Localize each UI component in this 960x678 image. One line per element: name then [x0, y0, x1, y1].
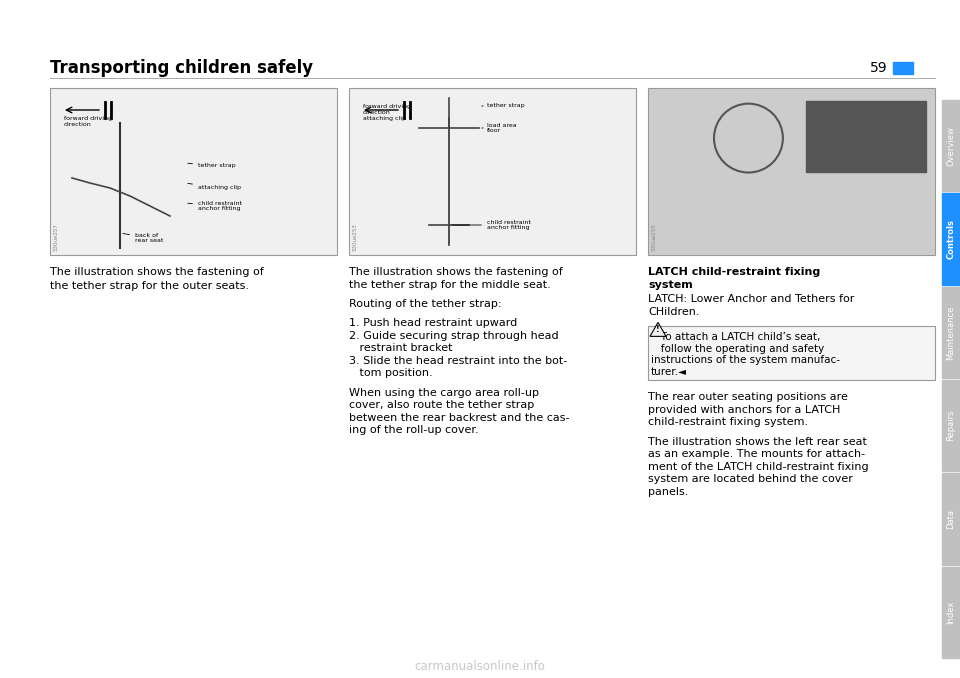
- Text: 1. Push head restraint upward: 1. Push head restraint upward: [349, 318, 517, 328]
- Text: child restraint
anchor fitting: child restraint anchor fitting: [188, 201, 242, 212]
- Bar: [942, 380, 960, 471]
- Bar: [942, 193, 960, 285]
- Text: provided with anchors for a LATCH: provided with anchors for a LATCH: [648, 405, 840, 415]
- Text: 2. Guide securing strap through head: 2. Guide securing strap through head: [349, 331, 559, 341]
- Text: 530ue255: 530ue255: [652, 223, 657, 251]
- Bar: [50, 88, 337, 255]
- Text: ing of the roll-up cover.: ing of the roll-up cover.: [349, 425, 479, 435]
- Text: Repairs: Repairs: [947, 410, 955, 441]
- Text: instructions of the system manufac-: instructions of the system manufac-: [651, 355, 840, 365]
- Text: 59: 59: [871, 61, 888, 75]
- Text: Transporting children safely: Transporting children safely: [50, 59, 313, 77]
- Text: forward driving
direction
attaching clip: forward driving direction attaching clip: [363, 104, 411, 121]
- Text: ment of the LATCH child-restraint fixing: ment of the LATCH child-restraint fixing: [648, 462, 869, 472]
- Text: To attach a LATCH child’s seat,: To attach a LATCH child’s seat,: [651, 332, 821, 342]
- Text: child-restraint fixing system.: child-restraint fixing system.: [648, 417, 808, 427]
- Bar: [893, 62, 913, 74]
- Text: carmanualsonline.info: carmanualsonline.info: [415, 660, 545, 673]
- Text: the tether strap for the middle seat.: the tether strap for the middle seat.: [349, 279, 551, 290]
- Text: The rear outer seating positions are: The rear outer seating positions are: [648, 393, 848, 402]
- Text: tether strap: tether strap: [188, 163, 235, 169]
- Text: back of
rear seat: back of rear seat: [123, 233, 163, 243]
- Text: Controls: Controls: [947, 219, 955, 259]
- Text: restraint bracket: restraint bracket: [349, 343, 452, 353]
- Text: Overview: Overview: [947, 125, 955, 165]
- Text: tom position.: tom position.: [349, 368, 433, 378]
- Text: The illustration shows the left rear seat: The illustration shows the left rear sea…: [648, 437, 867, 447]
- Text: 530ue257: 530ue257: [54, 223, 59, 251]
- Text: between the rear backrest and the cas-: between the rear backrest and the cas-: [349, 413, 569, 422]
- Bar: [349, 88, 636, 255]
- Text: The illustration shows the fastening of
the tether strap for the outer seats.: The illustration shows the fastening of …: [50, 267, 264, 291]
- Text: Maintenance: Maintenance: [947, 305, 955, 359]
- Text: CHildren.: CHildren.: [648, 307, 700, 317]
- Text: system: system: [648, 279, 693, 290]
- Text: 530ue253: 530ue253: [353, 223, 358, 251]
- Text: The illustration shows the fastening of: The illustration shows the fastening of: [349, 267, 563, 277]
- Text: panels.: panels.: [648, 487, 688, 496]
- Text: !: !: [657, 325, 660, 334]
- Bar: [942, 100, 960, 191]
- Text: tether strap: tether strap: [487, 104, 524, 108]
- Text: follow the operating and safety: follow the operating and safety: [651, 344, 825, 354]
- Text: Routing of the tether strap:: Routing of the tether strap:: [349, 299, 501, 309]
- Text: turer.◄: turer.◄: [651, 367, 687, 377]
- Bar: [648, 88, 935, 255]
- Text: LATCH child-restraint fixing: LATCH child-restraint fixing: [648, 267, 820, 277]
- Bar: [942, 473, 960, 565]
- Text: When using the cargo area roll-up: When using the cargo area roll-up: [349, 388, 539, 397]
- Text: Data: Data: [947, 509, 955, 529]
- Text: Index: Index: [947, 601, 955, 624]
- Text: LATCH: Lower Anchor and Tethers for: LATCH: Lower Anchor and Tethers for: [648, 294, 854, 304]
- Text: load area
floor: load area floor: [487, 123, 516, 134]
- Polygon shape: [650, 322, 666, 336]
- Text: system are located behind the cover: system are located behind the cover: [648, 474, 852, 484]
- Text: as an example. The mounts for attach-: as an example. The mounts for attach-: [648, 449, 865, 459]
- Text: cover, also route the tether strap: cover, also route the tether strap: [349, 400, 535, 410]
- Text: forward driving
direction: forward driving direction: [64, 116, 112, 127]
- Bar: [942, 287, 960, 378]
- Text: child restraint
anchor fitting: child restraint anchor fitting: [452, 220, 531, 231]
- Text: 3. Slide the head restraint into the bot-: 3. Slide the head restraint into the bot…: [349, 356, 567, 365]
- Text: attaching clip: attaching clip: [188, 183, 241, 191]
- Bar: [648, 326, 935, 380]
- Bar: [942, 567, 960, 658]
- Bar: [805, 101, 926, 172]
